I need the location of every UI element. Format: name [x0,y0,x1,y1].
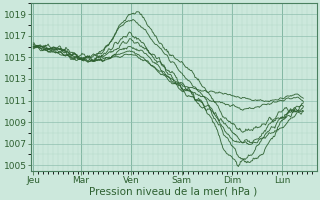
X-axis label: Pression niveau de la mer( hPa ): Pression niveau de la mer( hPa ) [90,187,258,197]
